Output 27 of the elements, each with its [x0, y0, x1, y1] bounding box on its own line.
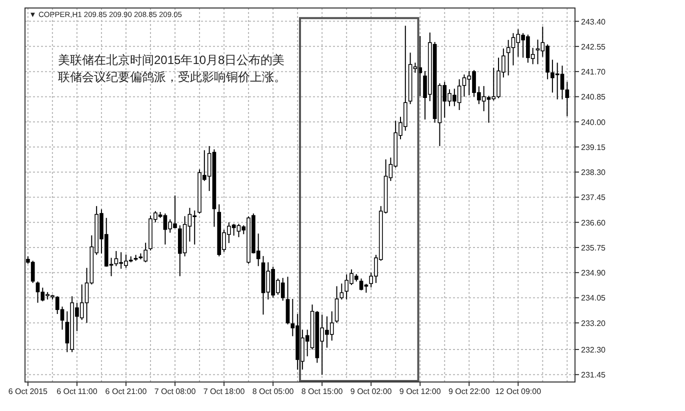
x-tick-label: 7 Oct 08:00: [154, 387, 196, 396]
y-tick-label: 234.05: [581, 294, 606, 303]
y-tick-label: 239.15: [581, 142, 606, 152]
y-tick-label: 241.70: [581, 68, 606, 77]
y-tick-label: 234.90: [581, 268, 606, 278]
y-tick-label: 240.00: [581, 118, 606, 127]
x-tick-label: 6 Oct 21:00: [105, 387, 148, 396]
y-tick-label: 232.30: [581, 345, 606, 354]
x-tick-label: 7 Oct 18:00: [203, 387, 246, 396]
y-tick-label: 242.55: [581, 42, 606, 52]
y-tick-label: 236.60: [581, 218, 606, 228]
annotation: 美联储在北京时间2015年10月8日公布的美联储会议纪要偏鸽派，受此影响铜价上涨。: [58, 52, 287, 86]
x-tick-label: 9 Oct 22:00: [448, 387, 490, 396]
y-tick-label: 238.30: [581, 168, 606, 178]
x-tick-label: 9 Oct 12:00: [399, 387, 442, 396]
x-tick-label: 9 Oct 02:00: [350, 387, 392, 396]
y-tick-label: 235.75: [581, 243, 606, 252]
x-tick-label: 8 Oct 15:00: [301, 387, 344, 396]
x-tick-label: 8 Oct 05:00: [252, 387, 294, 396]
y-tick-label: 243.40: [581, 17, 606, 26]
x-tick-label: 12 Oct 09:00: [495, 387, 542, 396]
y-tick-label: 233.20: [581, 318, 606, 328]
x-tick-label: 6 Oct 11:00: [56, 387, 98, 396]
x-tick-label: 6 Oct 2015: [8, 387, 48, 396]
y-tick-label: 231.45: [581, 370, 606, 380]
y-tick-label: 237.45: [581, 193, 606, 202]
y-tick-label: 240.85: [581, 92, 606, 102]
